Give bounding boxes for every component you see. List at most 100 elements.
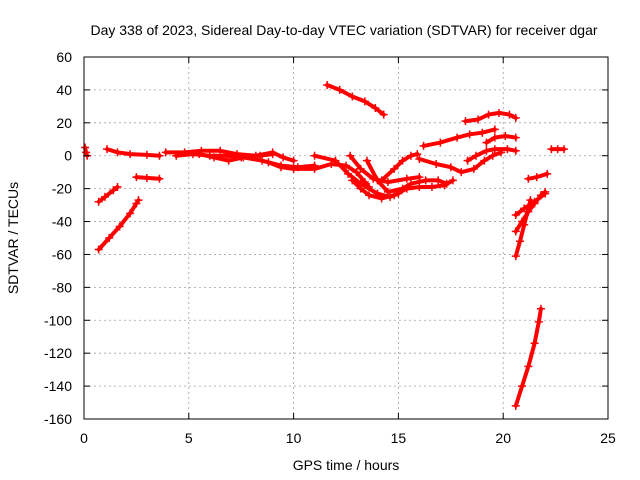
series-arc1: [81, 143, 92, 160]
data-point: [344, 169, 353, 178]
data-point: [511, 227, 520, 236]
data-point: [155, 151, 164, 160]
y-tick-label: -40: [52, 214, 72, 230]
data-point: [310, 151, 319, 160]
x-tick-label: 20: [495, 430, 511, 446]
series-line: [325, 83, 386, 117]
data-point: [390, 164, 399, 173]
data-point: [239, 153, 248, 162]
data-point: [490, 133, 499, 142]
series-arc18: [463, 145, 520, 165]
data-point: [134, 196, 143, 205]
data-point: [81, 143, 90, 152]
series-arc24: [511, 189, 550, 219]
data-point: [377, 176, 386, 185]
data-point: [109, 186, 118, 195]
tick-marks: [83, 56, 609, 420]
x-tick-label: 15: [391, 430, 407, 446]
data-point: [490, 145, 499, 154]
data-point: [331, 156, 340, 165]
y-tick-label: 20: [56, 115, 72, 131]
series-arc26: [547, 145, 568, 154]
series-arc25: [524, 169, 552, 183]
data-point: [478, 128, 487, 137]
data-point: [453, 133, 462, 142]
data-point: [461, 117, 470, 126]
series-arc20: [482, 131, 520, 147]
y-tick-label: -80: [52, 279, 72, 295]
y-tick-label: -20: [52, 181, 72, 197]
data-point: [346, 151, 355, 160]
x-axis-label: GPS time / hours: [293, 457, 400, 473]
data-point: [490, 125, 499, 134]
series-arc5: [132, 173, 164, 183]
data-point: [371, 104, 380, 113]
data-point: [511, 146, 520, 155]
data-point: [94, 245, 103, 254]
data-point: [289, 156, 298, 165]
data-point: [530, 339, 539, 348]
data-point: [442, 179, 451, 188]
data-point: [434, 176, 443, 185]
series-line: [484, 134, 518, 145]
y-tick-label: -140: [44, 378, 72, 394]
data-point: [258, 156, 267, 165]
data-point: [446, 163, 455, 172]
data-point: [277, 163, 286, 172]
data-point: [390, 191, 399, 200]
data-point: [482, 138, 491, 147]
data-point: [511, 113, 520, 122]
data-point: [195, 150, 204, 159]
series-arc9: [264, 158, 374, 191]
data-point: [484, 110, 493, 119]
data-point: [524, 174, 533, 183]
data-point: [511, 252, 520, 261]
grid-lines: [84, 57, 608, 419]
data-point: [415, 155, 424, 164]
data-point: [524, 362, 533, 371]
data-point: [427, 182, 436, 191]
series-line: [513, 306, 543, 408]
x-tick-label: 10: [286, 430, 302, 446]
series-arc17: [419, 125, 499, 150]
data-point: [216, 146, 225, 155]
y-tick-label: 60: [56, 49, 72, 65]
data-point: [348, 92, 357, 101]
data-point: [536, 304, 545, 313]
data-point: [383, 187, 392, 196]
data-point: [310, 164, 319, 173]
series-arc14: [377, 150, 422, 185]
data-point: [362, 156, 371, 165]
data-point: [398, 156, 407, 165]
data-point: [103, 145, 112, 154]
data-point: [113, 148, 122, 157]
data-point: [126, 150, 135, 159]
data-point: [379, 110, 388, 119]
data-point: [465, 130, 474, 139]
data-point: [448, 176, 457, 185]
data-point: [348, 176, 357, 185]
data-point: [126, 209, 135, 218]
x-tick-labels: 0 5 10 15 20 25: [80, 430, 616, 446]
data-point: [501, 131, 510, 140]
y-tick-label: 0: [64, 148, 72, 164]
data-point: [415, 182, 424, 191]
data-point: [377, 194, 386, 203]
data-point: [342, 161, 350, 170]
data-point: [503, 145, 512, 154]
data-point: [398, 184, 407, 193]
data-point: [365, 191, 374, 200]
data-point: [559, 145, 568, 154]
y-axis-label: SDTVAR / TECUs: [5, 182, 21, 294]
data-point: [132, 173, 141, 182]
data-point: [534, 317, 543, 326]
data-point: [524, 207, 533, 216]
y-tick-label: -60: [52, 246, 72, 262]
data-point: [323, 80, 332, 89]
data-point: [495, 108, 504, 117]
x-tick-label: 25: [600, 430, 616, 446]
series-arc21: [511, 304, 545, 410]
data-point: [142, 150, 151, 159]
data-point: [488, 151, 497, 160]
